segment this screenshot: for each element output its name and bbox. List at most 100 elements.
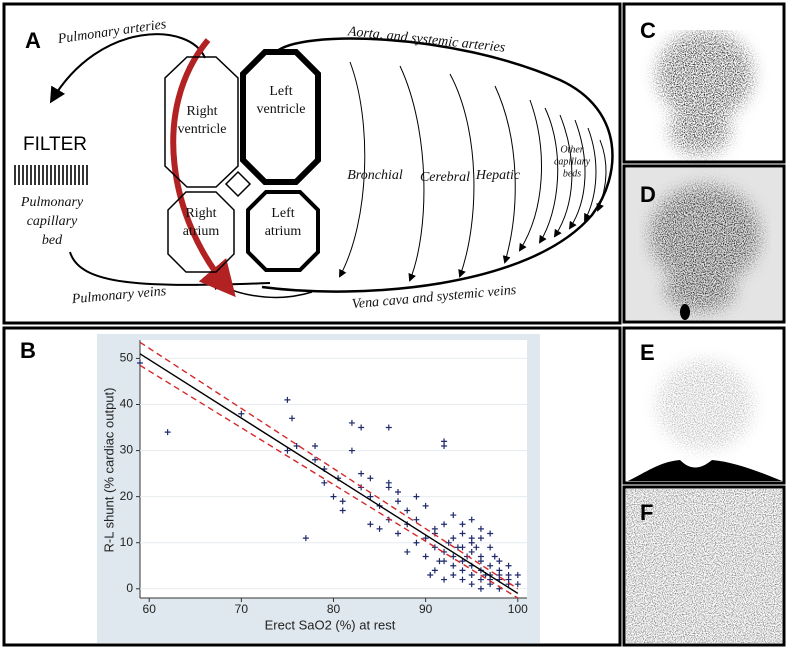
label: Pulmonary veins: [70, 284, 167, 307]
point: [459, 576, 466, 583]
point: [436, 558, 443, 565]
x-axis-label: Erect SaO2 (%) at rest: [265, 617, 396, 632]
point: [477, 558, 484, 565]
point: [468, 535, 475, 542]
point: [284, 447, 291, 454]
point: [459, 567, 466, 574]
point: [422, 553, 429, 560]
point: [302, 535, 309, 542]
point: [487, 544, 494, 551]
label: beds: [563, 168, 581, 179]
x-tick-label: 60: [143, 602, 157, 616]
point: [431, 567, 438, 574]
point: [468, 548, 475, 555]
point: [348, 419, 355, 426]
label: Right: [186, 104, 217, 119]
panel-label: C: [640, 18, 656, 43]
point: [413, 516, 420, 523]
point: [514, 581, 521, 588]
point: [427, 571, 434, 578]
point: [477, 585, 484, 592]
point: [487, 530, 494, 537]
label: Left: [269, 84, 292, 99]
point: [339, 498, 346, 505]
y-axis-label: R-L shunt (% cardiac output): [101, 388, 116, 553]
y-tick-label: 40: [120, 397, 134, 411]
point: [395, 498, 401, 505]
point: [477, 525, 484, 532]
point: [376, 525, 383, 532]
point: [312, 456, 319, 463]
point: [404, 548, 411, 555]
panel-label: F: [640, 500, 653, 525]
point: [454, 544, 461, 551]
point: [348, 447, 355, 454]
y-tick-label: 30: [120, 443, 134, 457]
point: [404, 507, 411, 514]
point: [505, 562, 512, 569]
point: [164, 429, 171, 436]
fit-line: [139, 341, 519, 590]
label: Hepatic: [475, 168, 521, 183]
point: [367, 521, 374, 528]
point: [477, 535, 484, 542]
point: [459, 521, 466, 528]
label: Other: [560, 144, 583, 155]
label: capillary: [27, 214, 78, 229]
panel-label: B: [20, 338, 36, 363]
point: [441, 521, 448, 528]
point: [395, 489, 401, 496]
label: ventricle: [178, 122, 227, 137]
y-tick-label: 20: [120, 489, 134, 503]
point: [367, 475, 374, 482]
point: [496, 558, 503, 565]
panel-label: D: [640, 182, 656, 207]
point: [385, 424, 392, 431]
point: [459, 530, 466, 537]
point: [441, 442, 448, 449]
point: [450, 562, 457, 569]
point: [441, 576, 448, 583]
x-tick-label: 100: [508, 602, 528, 616]
point: [358, 484, 365, 491]
point: [473, 544, 480, 551]
point: [238, 410, 245, 417]
scan-images: [626, 30, 782, 643]
point: [431, 544, 438, 551]
label: Vena cava and systemic veins: [351, 283, 517, 312]
point: [445, 539, 452, 546]
label: Cerebral: [420, 170, 470, 185]
point: [321, 479, 328, 486]
point: [468, 571, 475, 578]
point: [367, 493, 374, 500]
label: Right: [185, 206, 216, 221]
point: [137, 360, 143, 367]
panel-label: A: [25, 28, 41, 53]
point: [413, 493, 420, 500]
point: [487, 562, 494, 569]
fit-line: [139, 353, 519, 594]
point: [505, 576, 512, 583]
point: [358, 424, 365, 431]
label: Aorta, and systemic arteries: [346, 24, 506, 56]
point: [496, 571, 503, 578]
point: [422, 535, 429, 542]
point: [293, 442, 300, 449]
label: Left: [271, 206, 294, 221]
label: ventricle: [257, 102, 306, 117]
point: [385, 484, 392, 491]
fit-line: [139, 364, 519, 599]
point: [284, 396, 291, 403]
label: bed: [42, 233, 63, 248]
point: [413, 539, 420, 546]
point: [514, 571, 521, 578]
label: Pulmonary arteries: [56, 17, 168, 47]
panel-label: E: [640, 340, 655, 365]
x-tick-label: 80: [327, 602, 341, 616]
point: [491, 553, 498, 560]
label: capillary: [554, 156, 591, 167]
point: [312, 442, 319, 449]
point: [450, 535, 457, 542]
point: [395, 530, 401, 537]
